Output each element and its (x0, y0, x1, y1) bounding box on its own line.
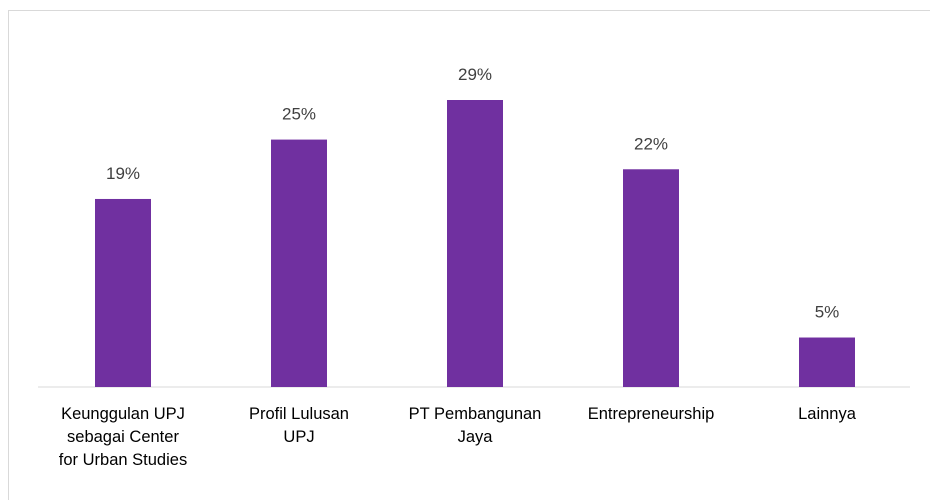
x-tick-label: Lainnya (798, 405, 856, 423)
bar (447, 100, 503, 387)
bar (799, 337, 855, 387)
x-tick-label: Keunggulan UPJ sebagai Center for Urban … (58, 405, 188, 469)
bar (271, 139, 327, 387)
chart-frame (8, 10, 930, 500)
x-tick-label: Profil Lulusan UPJ (249, 405, 349, 446)
bar (95, 198, 151, 387)
bar (623, 169, 679, 387)
x-tick-label: Entrepreneurship (587, 405, 715, 423)
chart: 19% 25% 29% 22% 5% (38, 65, 910, 388)
data-label: 29% (458, 65, 492, 84)
data-label: 22% (634, 134, 668, 153)
data-label: 5% (815, 303, 840, 322)
data-label: 19% (106, 164, 140, 183)
x-tick-label: PT Pembangunan Jaya (408, 405, 542, 446)
page: 19%25%29%22%5% (() => { const data = JSO… (8, 10, 930, 500)
data-label: 25% (282, 105, 316, 124)
